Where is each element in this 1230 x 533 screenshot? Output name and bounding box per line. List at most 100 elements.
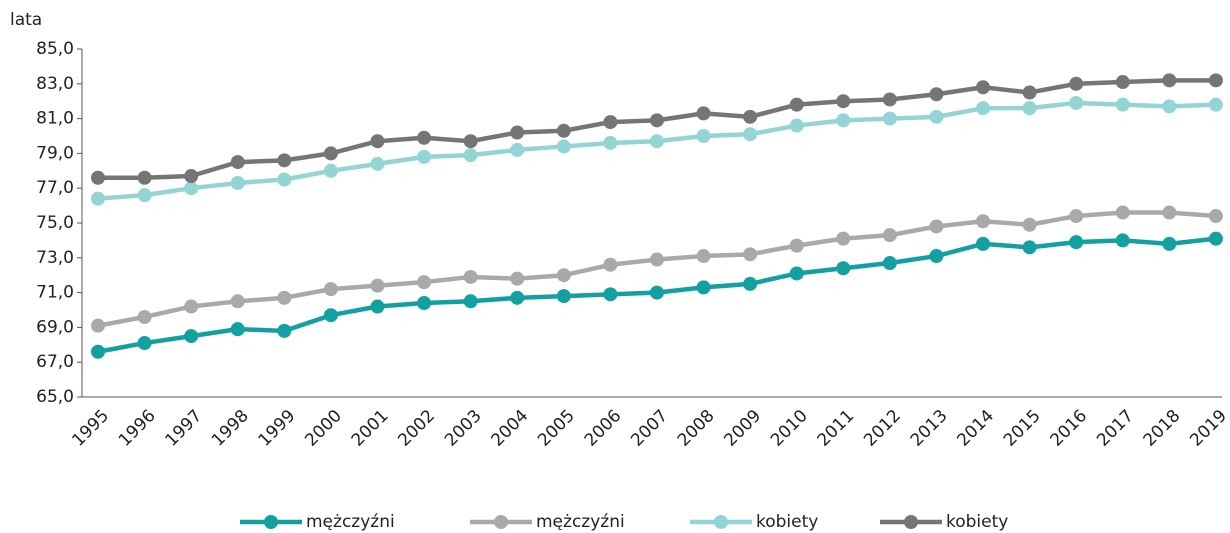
legend-label: kobiety bbox=[946, 512, 1008, 532]
point bbox=[184, 181, 199, 196]
y-tick-label: 69,0 bbox=[36, 317, 74, 337]
point bbox=[230, 294, 245, 309]
x-tick-label: 2019 bbox=[1186, 406, 1230, 451]
x-tick-label: 2004 bbox=[488, 406, 533, 451]
point bbox=[649, 285, 664, 300]
point bbox=[556, 268, 571, 283]
legend-marker bbox=[494, 515, 508, 529]
legend-label: mężczyźni bbox=[536, 512, 625, 532]
point bbox=[323, 308, 338, 323]
point bbox=[277, 172, 292, 187]
x-tick-label: 2002 bbox=[394, 406, 439, 451]
point bbox=[277, 323, 292, 338]
point bbox=[1069, 209, 1084, 224]
point bbox=[1162, 205, 1177, 220]
point bbox=[929, 249, 944, 264]
point bbox=[836, 261, 851, 276]
point bbox=[370, 299, 385, 314]
point bbox=[1208, 209, 1223, 224]
x-tick-label: 2007 bbox=[627, 406, 672, 451]
point bbox=[1022, 85, 1037, 100]
point bbox=[510, 142, 525, 157]
point bbox=[976, 80, 991, 95]
x-tick-label: 2013 bbox=[907, 406, 952, 451]
point bbox=[323, 282, 338, 297]
x-tick-label: 2011 bbox=[814, 406, 859, 451]
point bbox=[510, 290, 525, 305]
point bbox=[649, 134, 664, 149]
point bbox=[789, 238, 804, 253]
point bbox=[277, 153, 292, 168]
y-tick-label: 83,0 bbox=[36, 74, 74, 94]
y-axis-label: lata bbox=[10, 10, 42, 30]
y-tick-label: 73,0 bbox=[36, 248, 74, 268]
point bbox=[370, 156, 385, 171]
point bbox=[230, 155, 245, 170]
point bbox=[1208, 73, 1223, 88]
point bbox=[1208, 97, 1223, 112]
point bbox=[230, 175, 245, 190]
x-tick-label: 2012 bbox=[860, 406, 905, 451]
point bbox=[1115, 233, 1130, 248]
x-tick-label: 2006 bbox=[581, 406, 626, 451]
point bbox=[929, 87, 944, 102]
point bbox=[417, 275, 432, 290]
x-tick-label: 1995 bbox=[68, 406, 113, 451]
point bbox=[649, 113, 664, 128]
point bbox=[184, 329, 199, 344]
point bbox=[370, 278, 385, 293]
point bbox=[789, 118, 804, 133]
x-tick-label: 2001 bbox=[348, 406, 393, 451]
y-tick-label: 65,0 bbox=[36, 387, 74, 407]
point bbox=[370, 134, 385, 149]
point bbox=[556, 289, 571, 304]
point bbox=[1115, 205, 1130, 220]
point bbox=[277, 290, 292, 305]
point bbox=[1069, 235, 1084, 250]
point bbox=[230, 322, 245, 337]
x-tick-label: 2000 bbox=[301, 406, 346, 451]
series-line bbox=[98, 78, 1216, 181]
point bbox=[184, 169, 199, 184]
point bbox=[556, 139, 571, 154]
point bbox=[1022, 240, 1037, 255]
y-tick-label: 75,0 bbox=[36, 213, 74, 233]
x-tick-label: 1996 bbox=[115, 406, 160, 451]
x-tick-label: 2005 bbox=[534, 406, 579, 451]
point bbox=[603, 135, 618, 150]
y-tick-label: 85,0 bbox=[36, 39, 74, 59]
point bbox=[976, 236, 991, 251]
point bbox=[696, 106, 711, 121]
point bbox=[137, 170, 152, 185]
x-tick-label: 1999 bbox=[255, 406, 300, 451]
point bbox=[137, 188, 152, 203]
point bbox=[882, 92, 897, 107]
point bbox=[417, 296, 432, 311]
point bbox=[137, 309, 152, 324]
legend-marker bbox=[904, 515, 918, 529]
point bbox=[743, 247, 758, 262]
point bbox=[1162, 73, 1177, 88]
point bbox=[91, 191, 105, 206]
point bbox=[882, 256, 897, 271]
x-tick-label: 2017 bbox=[1093, 406, 1138, 451]
point bbox=[929, 109, 944, 124]
point bbox=[929, 219, 944, 234]
point bbox=[463, 134, 478, 149]
point bbox=[417, 130, 432, 145]
point bbox=[743, 109, 758, 124]
point bbox=[417, 149, 432, 164]
y-tick-label: 77,0 bbox=[36, 178, 74, 198]
point bbox=[1022, 217, 1037, 232]
x-tick-label: 2009 bbox=[720, 406, 765, 451]
x-tick-label: 2015 bbox=[1000, 406, 1045, 451]
point bbox=[1162, 236, 1177, 251]
point bbox=[696, 280, 711, 295]
point bbox=[137, 336, 152, 351]
series-line bbox=[97, 210, 1217, 328]
y-tick-label: 81,0 bbox=[36, 109, 74, 129]
point bbox=[463, 148, 478, 163]
point bbox=[976, 101, 991, 116]
x-tick-label: 2014 bbox=[953, 406, 998, 451]
